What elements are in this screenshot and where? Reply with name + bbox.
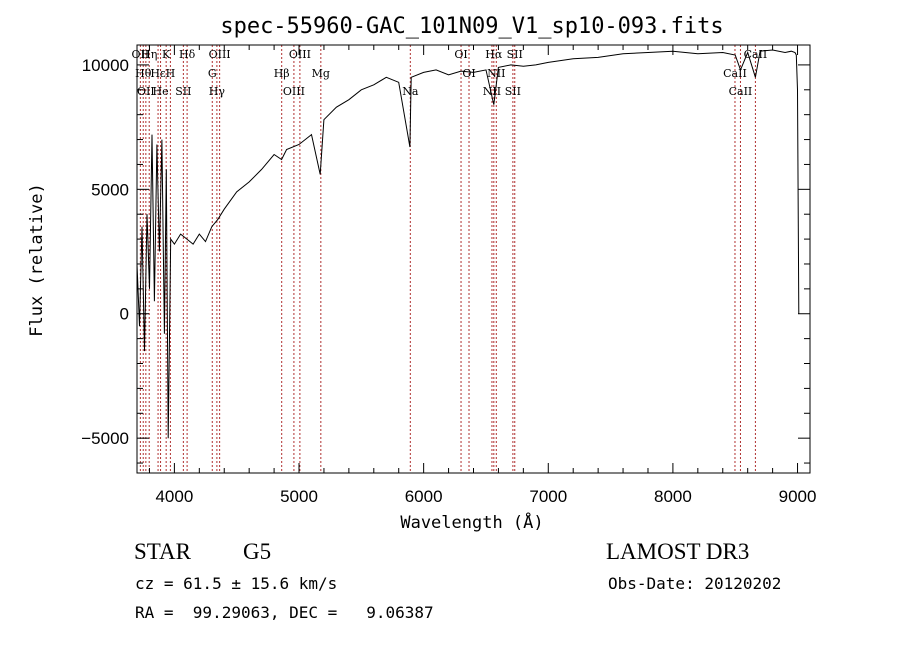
line-label: SII xyxy=(507,48,523,61)
line-label: CaII xyxy=(729,85,753,98)
line-label: Hη xyxy=(141,48,157,61)
x-tick-label: 9000 xyxy=(779,487,817,506)
object-class: STAR xyxy=(134,539,191,564)
line-label: Hβ xyxy=(274,67,290,80)
line-label: Hε xyxy=(150,67,166,80)
survey-name: LAMOST DR3 xyxy=(606,539,750,564)
cz-value: cz = 61.5 ± 15.6 km/s xyxy=(135,574,338,593)
line-label: Hα xyxy=(485,48,503,61)
object-subclass: G5 xyxy=(243,539,272,564)
line-label: Hγ xyxy=(209,85,226,98)
y-tick-label: 0 xyxy=(120,305,129,324)
x-axis-label: Wavelength (Å) xyxy=(400,511,543,533)
plot-frame xyxy=(136,44,811,474)
x-tick-label: 4000 xyxy=(155,487,193,506)
y-axis-label: Flux (relative) xyxy=(27,183,47,337)
line-label: OII xyxy=(137,85,155,98)
x-tick-label: 5000 xyxy=(280,487,318,506)
line-label: OIII xyxy=(283,85,305,98)
chart-title: spec-55960-GAC_101N09_V1_sp10-093.fits xyxy=(220,14,723,39)
line-markers xyxy=(139,45,756,473)
spectrum-series-line xyxy=(136,49,800,439)
line-label: OIII xyxy=(209,48,231,61)
line-label: SII xyxy=(505,85,521,98)
line-label: He xyxy=(153,85,169,98)
ra-dec: RA = 99.29063, DEC = 9.06387 xyxy=(135,603,434,622)
y-axis: −5000 0 5000 10000 xyxy=(81,56,810,464)
line-label: H xyxy=(166,67,176,80)
line-label: OI xyxy=(454,48,467,61)
line-label: NII xyxy=(487,67,505,80)
y-tick-label: −5000 xyxy=(81,429,129,448)
line-label: K xyxy=(162,48,171,61)
line-label: Mg xyxy=(312,67,330,80)
line-label: Hδ xyxy=(179,48,196,61)
line-label: G xyxy=(208,67,217,80)
line-label: Hθ xyxy=(135,67,152,80)
y-tick-label: 5000 xyxy=(91,180,129,199)
obs-date: Obs-Date: 20120202 xyxy=(608,574,782,593)
x-tick-label: 8000 xyxy=(654,487,692,506)
y-tick-label: 10000 xyxy=(82,56,129,75)
line-label: NII xyxy=(483,85,501,98)
line-label: SII xyxy=(175,85,191,98)
line-label: OI xyxy=(462,67,475,80)
line-label: OII xyxy=(132,48,150,61)
x-tick-label: 7000 xyxy=(529,487,567,506)
x-axis: 4000 5000 6000 7000 8000 9000 xyxy=(148,45,817,506)
line-label: OIII xyxy=(289,48,311,61)
x-tick-label: 6000 xyxy=(405,487,443,506)
line-labels: OIIHθOIIHηHεHeKHSIIHδGHγOIIIHβOIIIOIIIMg… xyxy=(132,48,768,98)
line-label: CaII xyxy=(723,67,747,80)
